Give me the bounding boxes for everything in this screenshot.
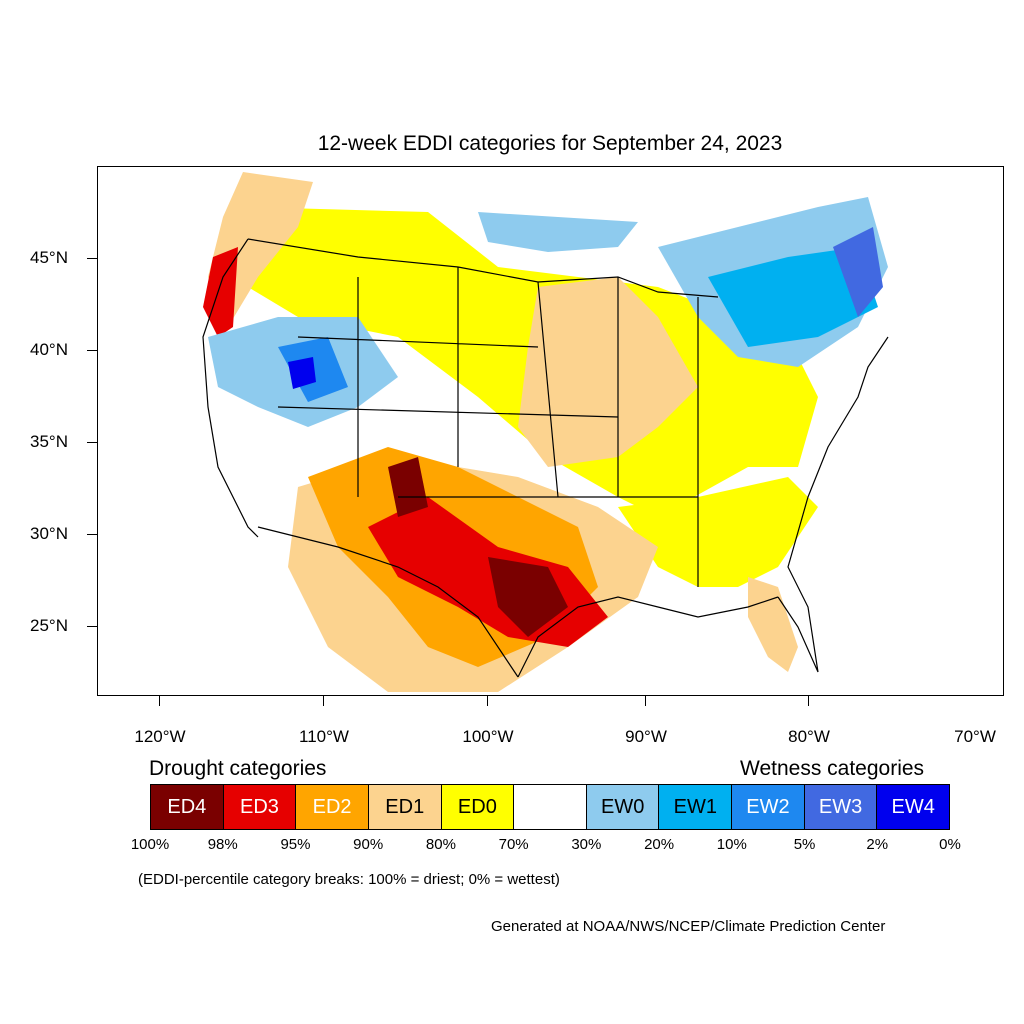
gulf-coast — [517, 596, 779, 678]
ed3-region-coast — [203, 247, 238, 337]
legend-break-label: 70% — [498, 836, 529, 853]
drought-heading: Drought categories — [149, 757, 327, 780]
legend-swatch: EW0 — [586, 785, 660, 829]
lon-label: 120°W — [134, 727, 186, 746]
legend-swatch: ED1 — [368, 785, 442, 829]
category-fields — [203, 172, 888, 692]
credit-line: Generated at NOAA/NWS/NCEP/Climate Predi… — [491, 918, 886, 935]
legend-break-label: 10% — [716, 836, 747, 853]
ed0-region-se — [618, 477, 818, 587]
legend-break-label: 95% — [280, 836, 311, 853]
lat-tick — [87, 534, 97, 536]
category-note: (EDDI-percentile category breaks: 100% =… — [138, 871, 560, 888]
lat-label: 40°N — [30, 340, 68, 359]
lat-label: 35°N — [30, 432, 68, 451]
legend-break-label: 20% — [644, 836, 675, 853]
legend-break-label: 80% — [425, 836, 456, 853]
legend-swatch: EW4 — [877, 785, 950, 829]
legend-swatch: EW3 — [804, 785, 878, 829]
lon-tick — [808, 696, 810, 706]
lat-tick — [87, 626, 97, 628]
legend-break-label: 0% — [939, 836, 961, 853]
legend-swatch: ED2 — [296, 785, 369, 829]
ed1-region-midwest — [518, 277, 698, 467]
ed4-region-nm — [388, 457, 428, 517]
map-title: 12-week EDDI categories for September 24… — [317, 132, 783, 155]
legend-swatch: ED3 — [223, 785, 297, 829]
ew3-region — [833, 227, 883, 317]
lon-label: 70°W — [954, 727, 996, 746]
lon-label: 100°W — [462, 727, 514, 746]
map-canvas — [202, 172, 889, 692]
lon-tick — [323, 696, 325, 706]
borders — [202, 238, 889, 678]
lat-label: 25°N — [30, 616, 68, 635]
legend-break-label: 100% — [130, 836, 170, 853]
lon-tick — [487, 696, 489, 706]
ed4-region — [488, 557, 568, 637]
legend-swatch: ED4 — [151, 785, 224, 829]
lon-tick — [159, 696, 161, 706]
legend-break-label: 98% — [207, 836, 238, 853]
wetness-heading: Wetness categories — [740, 757, 925, 780]
lon-label: 110°W — [299, 727, 349, 746]
east-coast — [777, 336, 889, 673]
legend-swatch: EW2 — [732, 785, 805, 829]
lat-tick — [87, 350, 97, 352]
ew1-region — [708, 247, 878, 347]
lat-tick — [87, 258, 97, 260]
lon-tick — [645, 696, 647, 706]
legend-break-label: 5% — [793, 836, 816, 853]
lat-tick — [87, 442, 97, 444]
west-coast — [202, 238, 259, 538]
legend-swatch — [514, 785, 587, 829]
lat-label: 45°N — [30, 248, 68, 267]
category-legend: ED4 ED3 ED2 ED1 ED0 EW0 EW1 EW2 EW3 EW4 — [150, 784, 950, 830]
lat-label: 30°N — [30, 524, 68, 543]
us-mexico-border — [257, 526, 519, 678]
ed1-region-florida — [748, 577, 798, 672]
legend-break-label: 90% — [353, 836, 384, 853]
lon-label: 80°W — [788, 727, 830, 746]
legend-break-label: 30% — [571, 836, 602, 853]
state-lines — [277, 267, 699, 587]
legend-break-label: 2% — [866, 836, 889, 853]
ew4-region — [288, 357, 316, 389]
eddi-map — [97, 166, 1004, 696]
legend-swatch: ED0 — [441, 785, 515, 829]
lon-label: 90°W — [625, 727, 667, 746]
ew0-region-north — [478, 212, 638, 252]
legend-swatch: EW1 — [659, 785, 733, 829]
